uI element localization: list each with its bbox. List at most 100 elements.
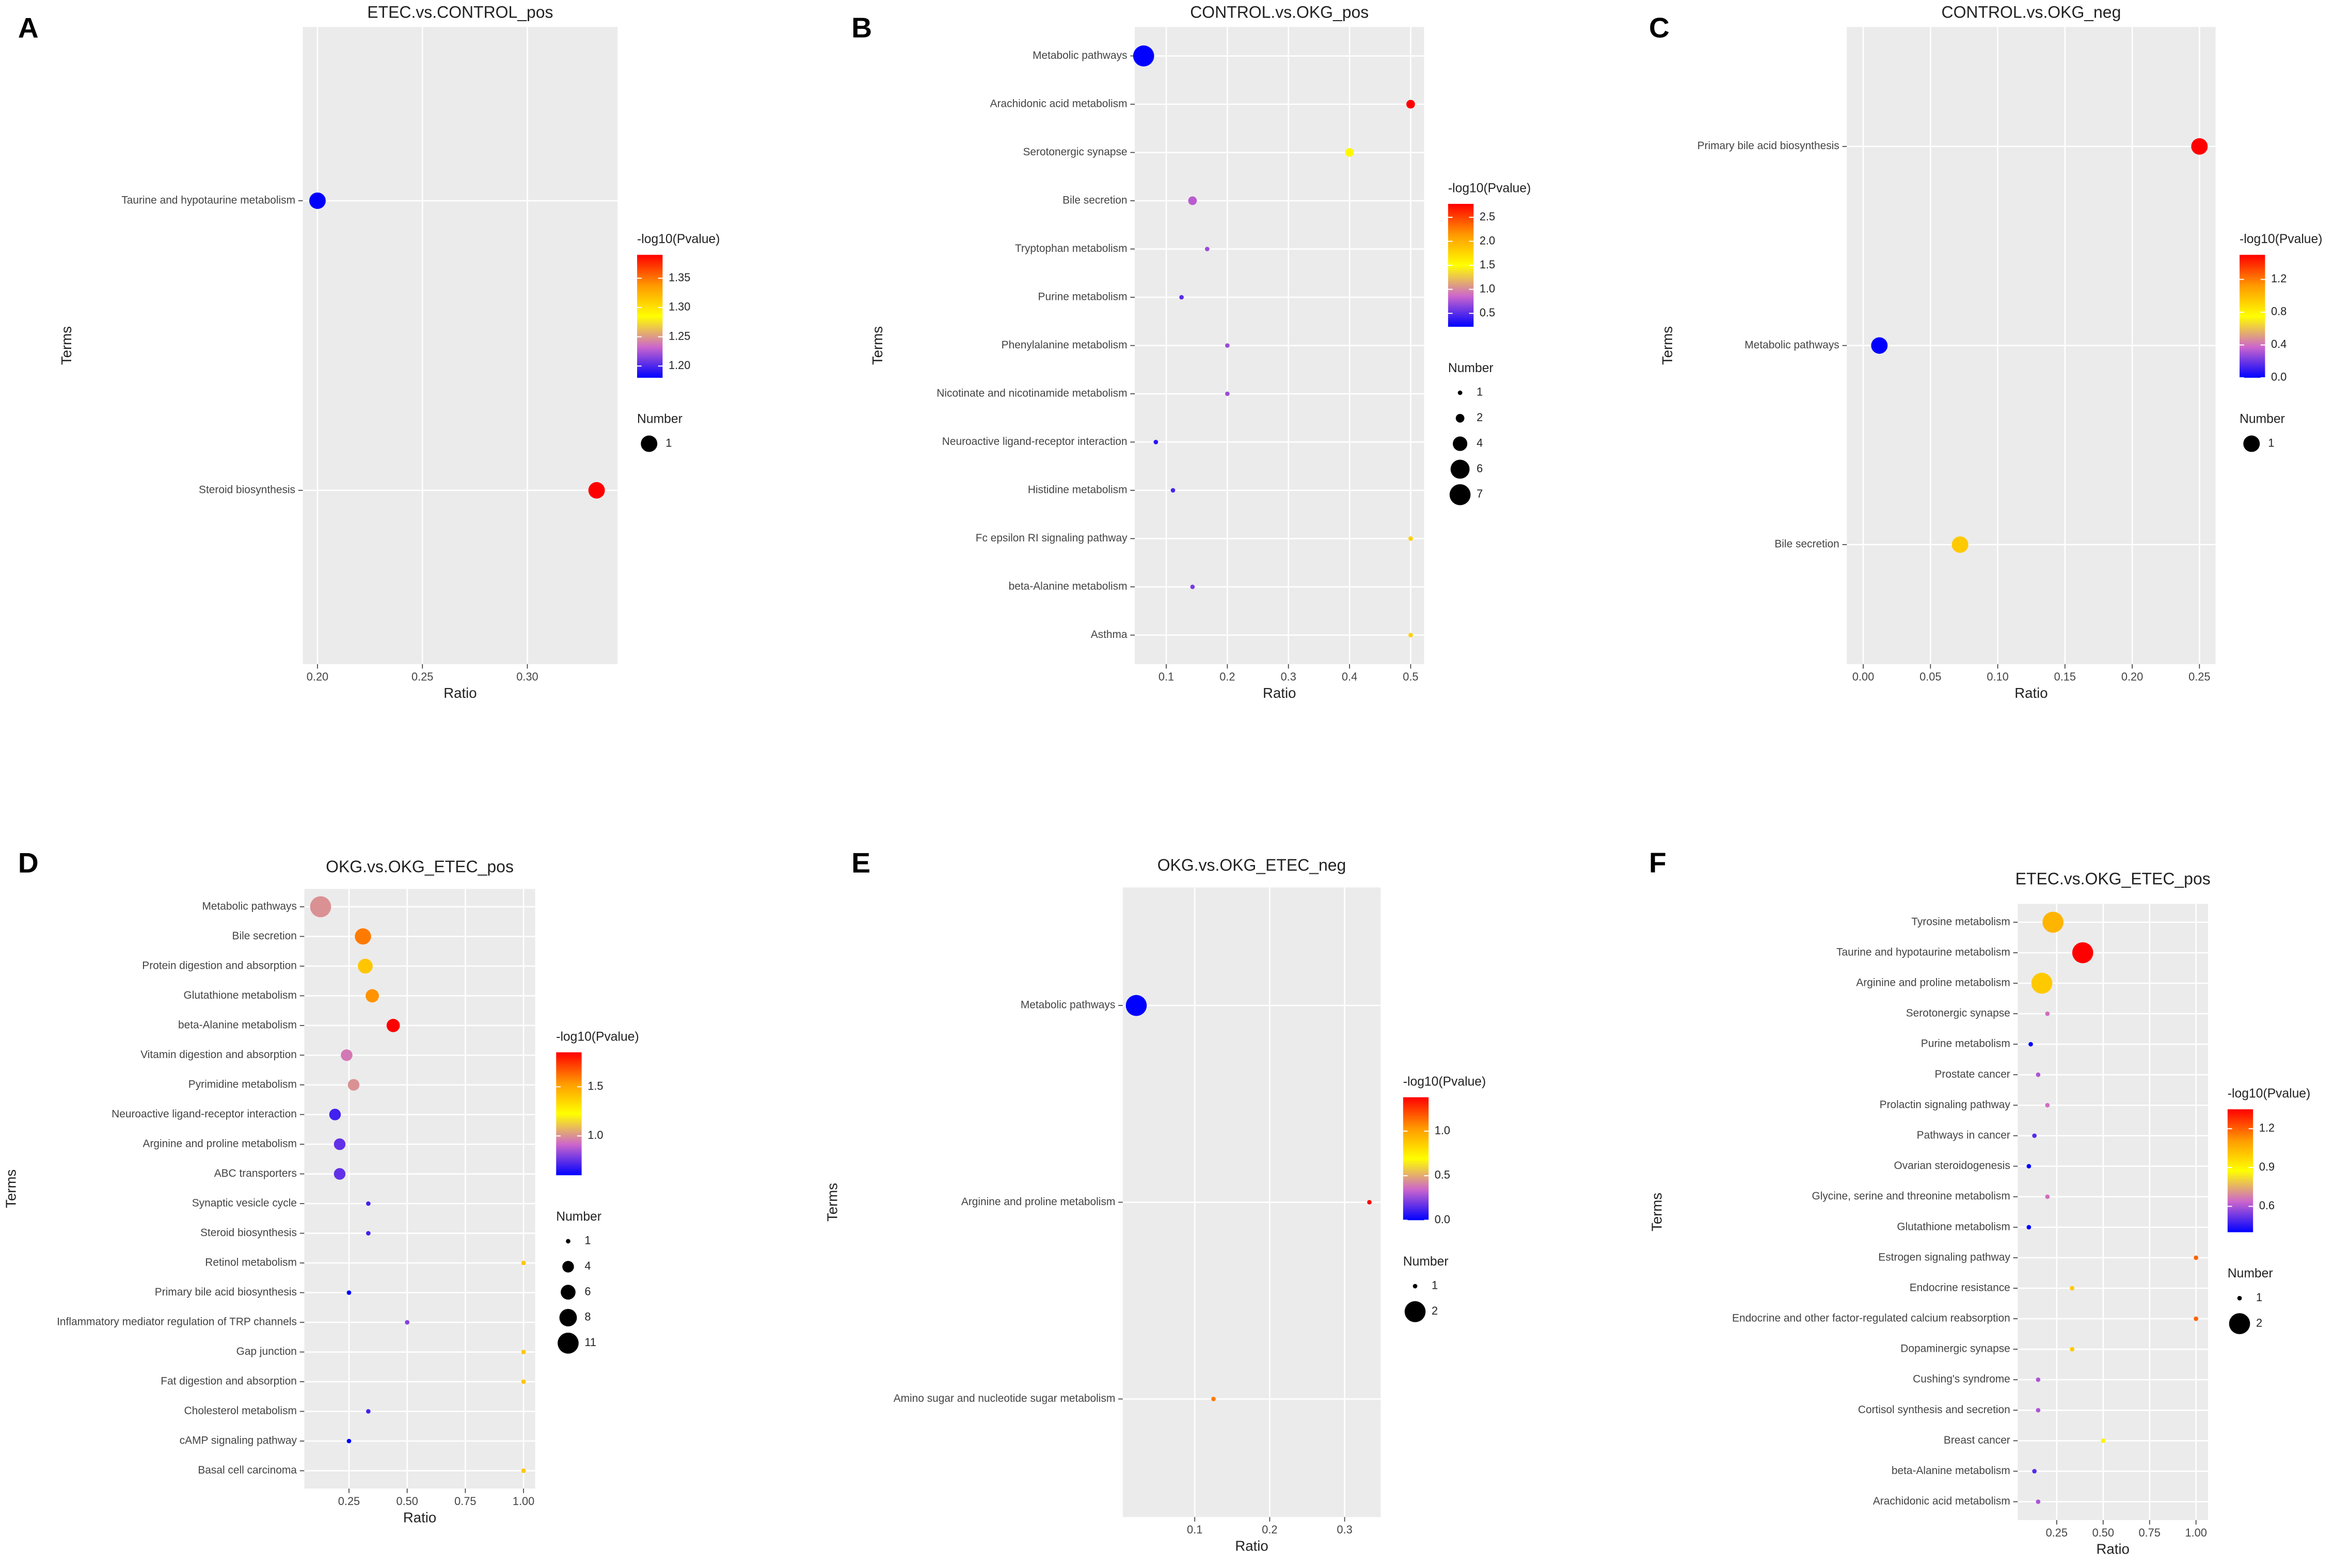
point <box>2045 1103 2050 1108</box>
colorbar-label: 0.8 <box>2271 305 2287 318</box>
point <box>329 1109 341 1121</box>
y-tick-label: Cortisol synthesis and secretion <box>1858 1404 2010 1416</box>
size-legend-title: Number <box>1448 361 1494 375</box>
y-tick-label: Basal cell carcinoma <box>198 1464 297 1476</box>
y-tick-label: cAMP signaling pathway <box>180 1435 297 1447</box>
colorbar-label: 1.20 <box>669 359 690 372</box>
x-tick-label: 1.00 <box>513 1495 534 1508</box>
point <box>366 1231 371 1236</box>
y-tick-label: Synaptic vesicle cycle <box>192 1197 297 1209</box>
y-tick-label: Inflammatory mediator regulation of TRP … <box>57 1316 297 1328</box>
x-tick-label: 0.3 <box>1281 670 1296 683</box>
color-legend-title: -log10(Pvalue) <box>556 1030 639 1044</box>
colorbar-label: 1.30 <box>669 300 690 313</box>
point <box>355 928 371 945</box>
y-tick-label: Primary bile acid biosynthesis <box>1697 140 1839 152</box>
point <box>2031 972 2053 994</box>
y-axis-label: Terms <box>1659 326 1675 365</box>
x-tick-label: 0.1 <box>1187 1523 1202 1536</box>
chart-title: ETEC.vs.CONTROL_pos <box>367 3 553 22</box>
y-axis-label: Terms <box>58 326 74 365</box>
point <box>334 1138 346 1150</box>
point <box>1406 100 1415 109</box>
point <box>2036 1499 2041 1504</box>
chart-title: CONTROL.vs.OKG_neg <box>1942 3 2121 22</box>
point <box>1179 295 1184 300</box>
y-tick-label: Glutathione metabolism <box>1897 1221 2010 1233</box>
size-key <box>1453 436 1468 451</box>
size-legend-title: Number <box>2228 1267 2273 1281</box>
size-key <box>1457 390 1463 395</box>
point <box>1871 337 1888 354</box>
colorbar-label: 0.9 <box>2259 1160 2275 1173</box>
y-tick-label: Purine metabolism <box>1038 291 1128 302</box>
size-label: 1 <box>665 436 672 449</box>
point <box>2194 1316 2199 1321</box>
point <box>521 1350 526 1354</box>
x-tick-label: 0.20 <box>2121 670 2143 683</box>
point <box>2072 942 2093 964</box>
y-tick-label: Cholesterol metabolism <box>184 1405 297 1417</box>
point <box>2042 911 2064 933</box>
panel-letter: A <box>18 12 39 44</box>
panel-letter: C <box>1649 12 1670 44</box>
y-tick-label: Serotonergic synapse <box>1023 146 1127 158</box>
size-label: 11 <box>584 1336 596 1349</box>
point <box>1367 1199 1372 1205</box>
size-key <box>1449 484 1471 505</box>
x-tick-label: 0.50 <box>2092 1526 2114 1539</box>
point <box>2036 1407 2041 1413</box>
y-tick-label: Prolactin signaling pathway <box>1880 1099 2011 1111</box>
chart-title: OKG.vs.OKG_ETEC_neg <box>1157 856 1346 874</box>
x-tick-label: 0.75 <box>2139 1526 2161 1539</box>
x-tick-label: 0.2 <box>1262 1523 1277 1536</box>
point <box>366 989 379 1003</box>
size-label: 1 <box>1432 1279 1438 1292</box>
point <box>386 1018 400 1032</box>
colorbar-label: 1.25 <box>669 329 690 342</box>
y-tick-label: Fat digestion and absorption <box>161 1375 297 1387</box>
point <box>1408 633 1413 637</box>
point <box>521 1260 526 1266</box>
size-label: 6 <box>584 1285 591 1298</box>
colorbar <box>2240 254 2265 378</box>
colorbar-label: 0.5 <box>1435 1169 1450 1181</box>
y-tick-label: Amino sugar and nucleotide sugar metabol… <box>894 1393 1116 1404</box>
x-tick-label: 0.30 <box>516 670 538 683</box>
y-tick-label: Breast cancer <box>1944 1434 2010 1446</box>
size-label: 1 <box>2268 436 2274 449</box>
y-tick-label: Neuroactive ligand-receptor interaction <box>942 436 1128 447</box>
point <box>2036 1377 2041 1382</box>
point <box>405 1320 410 1325</box>
y-tick-label: Metabolic pathways <box>1033 50 1127 61</box>
x-tick-label: 0.05 <box>1919 670 1941 683</box>
chart-title: ETEC.vs.OKG_ETEC_pos <box>2015 869 2211 888</box>
y-tick-label: Tyrosine metabolism <box>1911 916 2010 927</box>
x-tick-label: 0.2 <box>1219 670 1235 683</box>
point <box>1188 196 1197 205</box>
y-tick-label: Pyrimidine metabolism <box>188 1078 297 1090</box>
y-tick-label: Estrogen signaling pathway <box>1878 1251 2010 1263</box>
x-tick-label: 0.1 <box>1158 670 1174 683</box>
x-axis-label: Ratio <box>1263 685 1296 701</box>
colorbar-label: 0.6 <box>2259 1199 2275 1212</box>
y-tick-label: Glycine, serine and threonine metabolism <box>1812 1190 2010 1202</box>
size-key <box>559 1309 577 1326</box>
point <box>2101 1438 2106 1443</box>
panel-letter: F <box>1649 846 1666 878</box>
y-tick-label: Metabolic pathways <box>1021 999 1115 1011</box>
y-tick-label: Steroid biosynthesis <box>199 484 295 496</box>
colorbar <box>637 254 663 378</box>
size-label: 1 <box>584 1234 591 1247</box>
point <box>2026 1164 2031 1169</box>
point <box>2070 1286 2075 1291</box>
x-axis-label: Ratio <box>2096 1541 2129 1557</box>
point <box>1408 536 1413 541</box>
size-key <box>1450 459 1470 479</box>
size-key <box>566 1239 570 1244</box>
y-tick-label: Tryptophan metabolism <box>1015 243 1127 254</box>
point <box>2032 1469 2037 1474</box>
y-tick-label: Nicotinate and nicotinamide metabolism <box>937 387 1127 399</box>
y-tick-label: Vitamin digestion and absorption <box>140 1049 297 1061</box>
